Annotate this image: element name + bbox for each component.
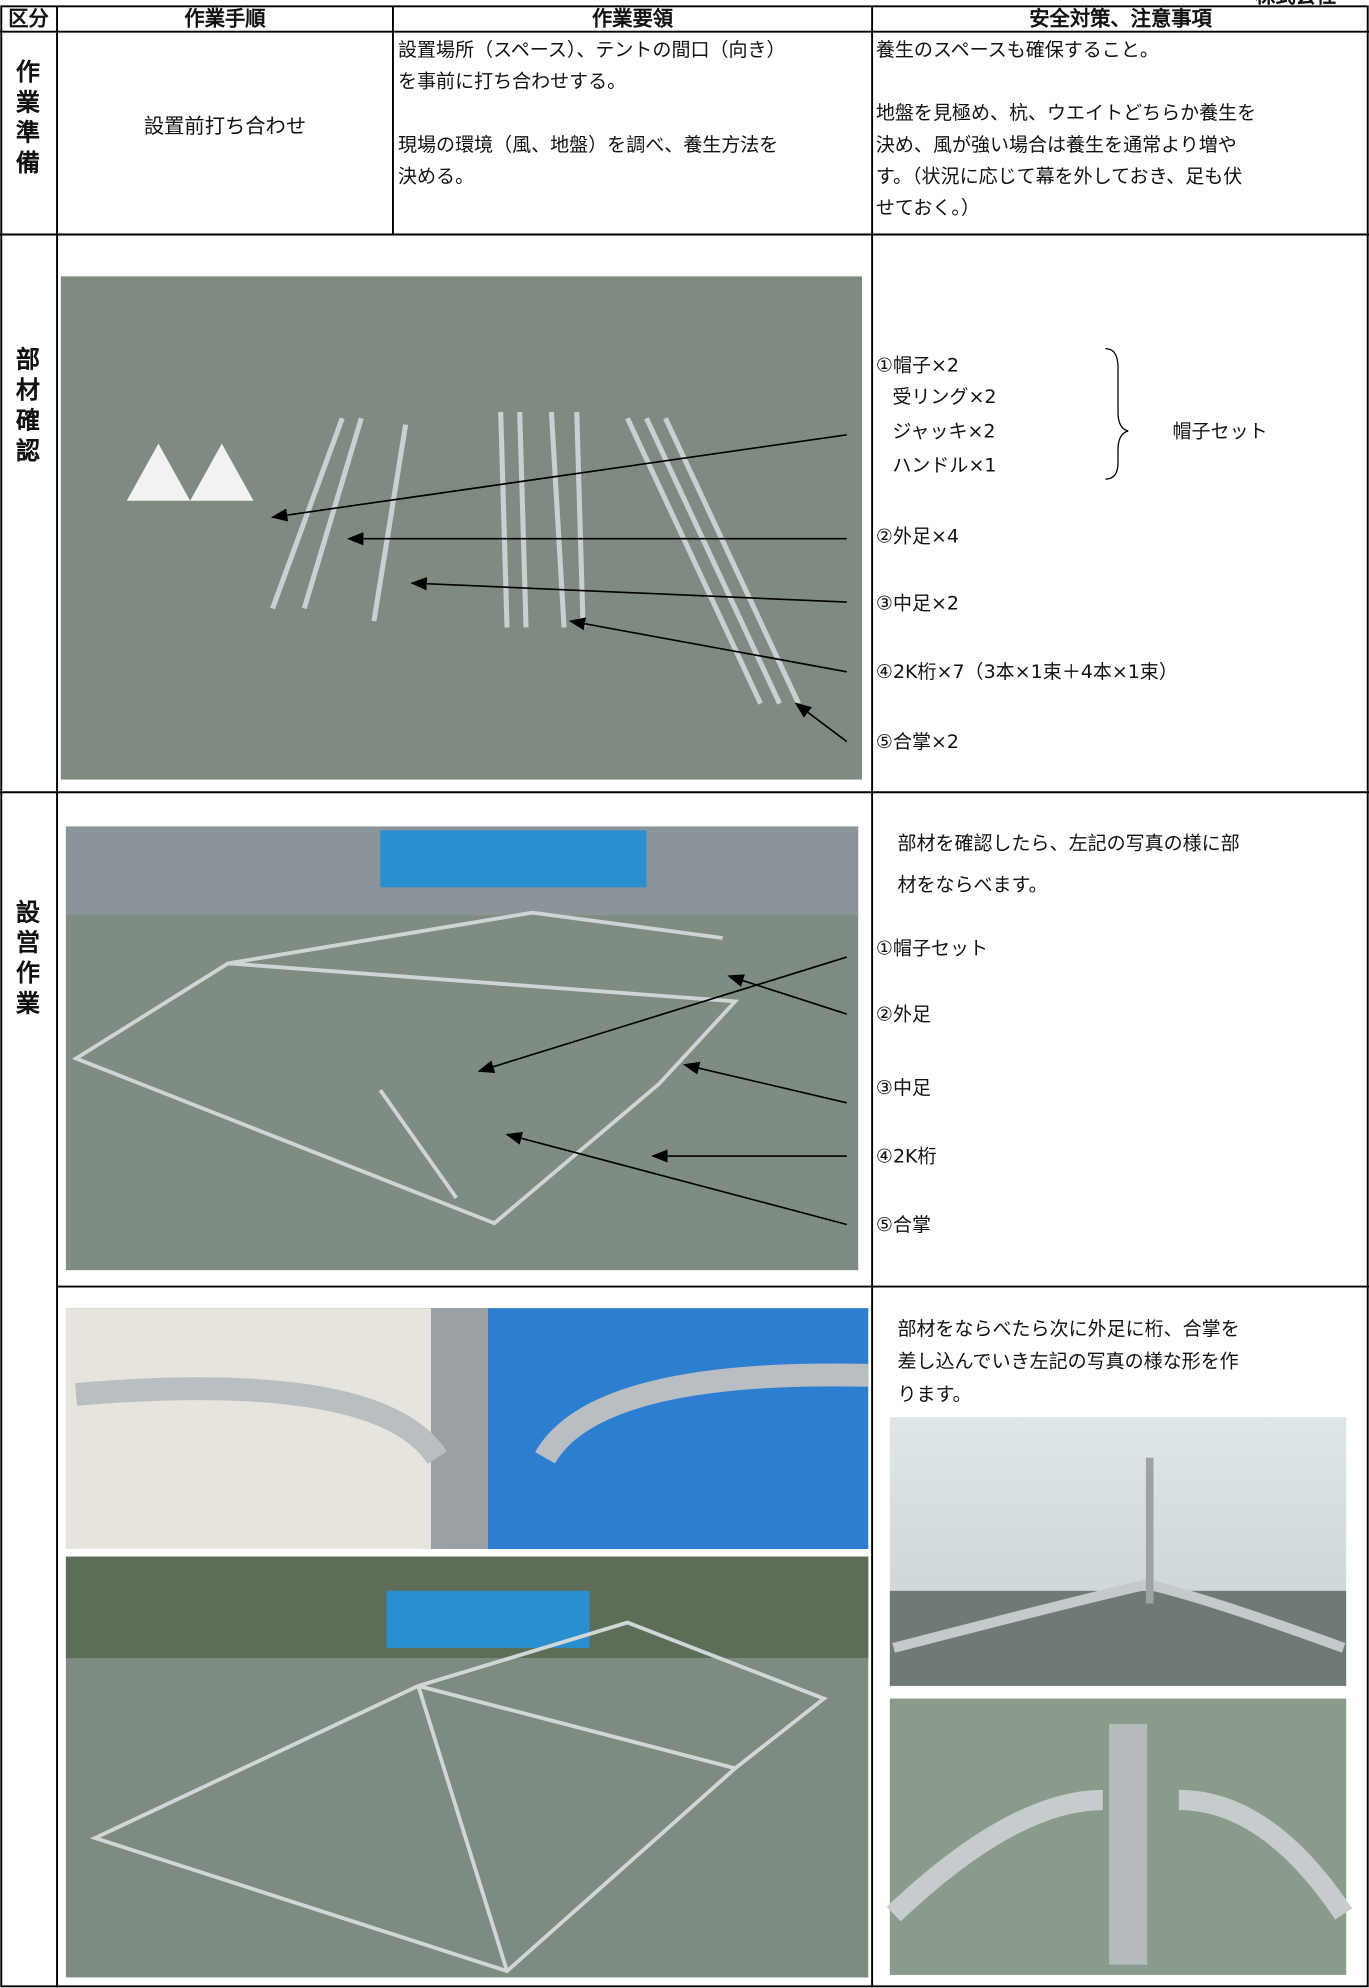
note-line: 差し込んでいき左記の写真の様な形を作 <box>897 1349 1239 1373</box>
note-line: 部材をならべたら次に外足に桁、合掌を <box>897 1317 1240 1340</box>
layout-item: ②外足 <box>875 1002 931 1026</box>
arrow <box>682 1061 847 1104</box>
arrow <box>794 702 848 743</box>
arrows <box>270 433 848 1226</box>
company-name: 株式会社 <box>1255 0 1336 8</box>
set-label: 帽子セット <box>1172 419 1268 443</box>
note-line: 部材を確認したら、左記の写真の様に部 <box>897 831 1240 855</box>
category-label: 設営作業 <box>15 898 40 1018</box>
layout-item: ①帽子セット <box>875 936 989 960</box>
arrow <box>477 956 847 1074</box>
arrow <box>410 577 847 603</box>
brace <box>1105 347 1129 480</box>
column-header: 安全対策、注意事項 <box>1029 6 1212 31</box>
part-item: ④2K桁×7（3本×1束＋4本×1束） <box>875 660 1178 684</box>
safety-line: 地盤を見極め、杭、ウエイトどちらか養生を <box>875 101 1257 125</box>
part-item: ③中足×2 <box>875 591 960 615</box>
part-item: ②外足×4 <box>875 524 960 548</box>
table-borders <box>0 5 1369 1988</box>
part-item: ⑤合掌×2 <box>875 730 960 753</box>
method-line: を事前に打ち合わせする。 <box>398 69 627 93</box>
column-header: 作業要領 <box>591 6 674 31</box>
arrow <box>727 974 848 1015</box>
method-line: 現場の環境（風、地盤）を調べ、養生方法を <box>398 133 779 156</box>
category-label: 作業準備 <box>15 58 40 178</box>
layout-item: ③中足 <box>875 1076 931 1100</box>
method-line: 設置場所（スペース）、テントの間口（向き） <box>398 38 786 61</box>
note-line: 材をならべます。 <box>897 873 1048 897</box>
arrow <box>568 617 847 673</box>
part-item: ①帽子×2 <box>875 353 960 377</box>
arrow <box>270 433 847 522</box>
part-item: ジャッキ×2 <box>892 419 996 443</box>
column-header: 区分 <box>8 6 49 31</box>
category-label: 部材確認 <box>15 346 40 466</box>
layout-item: ⑤合掌 <box>875 1213 931 1236</box>
note-line: ります。 <box>897 1382 972 1406</box>
part-item: 受リング×2 <box>892 385 997 409</box>
arrow <box>505 1131 847 1226</box>
part-item: ハンドル×1 <box>892 453 997 477</box>
photo-caps <box>126 443 254 501</box>
safety-line: 決め、風が強い場合は養生を通常より増や <box>875 133 1237 156</box>
procedure: 設置前打ち合わせ <box>143 114 307 139</box>
column-header: 作業手順 <box>184 6 266 31</box>
photos <box>60 276 1353 1978</box>
safety-line: せておく。） <box>875 196 980 220</box>
safety-line: す。（状況に応じて幕を外しておき、足も伏 <box>875 164 1243 188</box>
layout-item: ④2K桁 <box>875 1144 937 1168</box>
method-line: 決める。 <box>398 164 475 188</box>
safety-line: 養生のスペースも確保すること。 <box>875 38 1159 61</box>
photo-parts <box>60 276 862 780</box>
